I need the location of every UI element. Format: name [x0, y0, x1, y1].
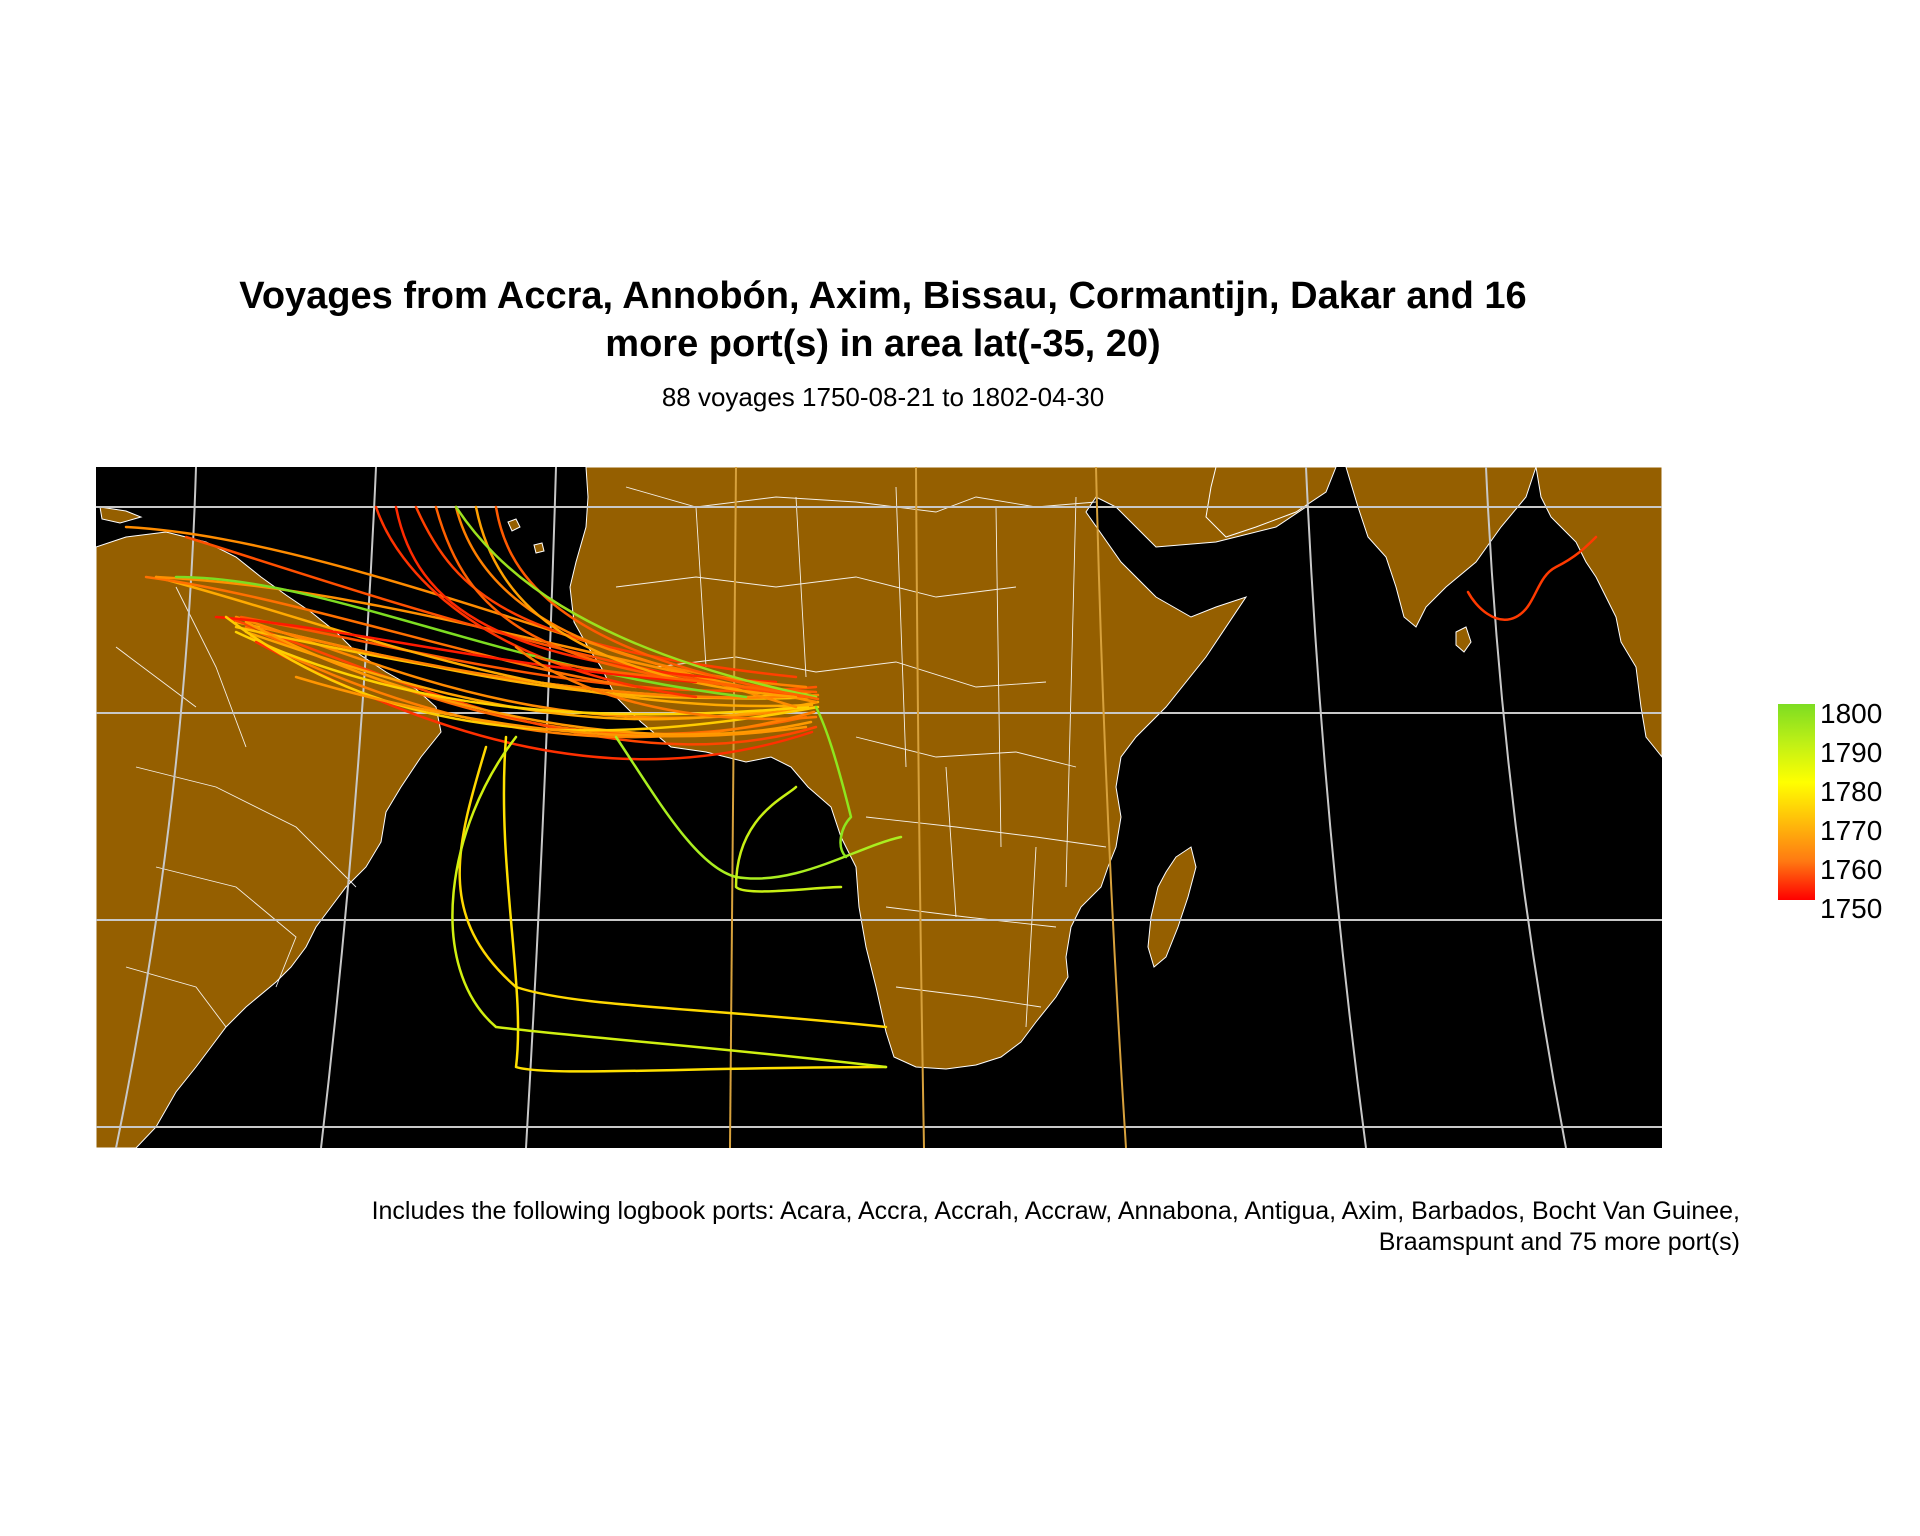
voyage-track: [514, 645, 818, 721]
landmass-cape-verde-island: [533, 542, 545, 554]
graticule: [96, 467, 1662, 1148]
meridian-line: [320, 467, 377, 1148]
voyage-track: [374, 505, 698, 699]
map-subtitle: 88 voyages 1750-08-21 to 1802-04-30: [661, 382, 1105, 412]
meridian-line: [1095, 467, 1127, 1148]
voyage-track: [154, 575, 814, 708]
border-line: [125, 966, 227, 1028]
voyage-track: [502, 735, 888, 1073]
meridian-line: [1305, 467, 1367, 1148]
year-legend: 1800 1790 1780 1770 1760 1750: [1776, 700, 1916, 930]
voyage-track: [214, 615, 698, 684]
legend-tick: 1750: [1820, 893, 1883, 924]
border-line: [885, 906, 1057, 928]
voyage-track: [234, 630, 810, 716]
voyage-track: [814, 705, 853, 859]
voyage-track: [239, 615, 818, 693]
voyage-track: [144, 575, 638, 689]
border-line: [855, 736, 1077, 768]
ports-caption-line-1: Includes the following logbook ports: Ac…: [371, 1197, 1740, 1225]
landmass-caribbean-island: [99, 506, 143, 524]
legend-tick: 1760: [1820, 854, 1883, 885]
voyage-track: [294, 675, 808, 738]
voyage-track: [394, 505, 778, 684]
voyage-track: [244, 620, 813, 736]
meridian-line: [525, 467, 557, 1148]
map-title-line-1: Voyages from Accra, Annobón, Axim, Bissa…: [239, 275, 1527, 317]
border-line: [945, 766, 1037, 1028]
voyage-track: [534, 655, 820, 701]
voyage-track: [224, 615, 820, 732]
map-title: Voyages from Accra, Annobón, Axim, Bissa…: [0, 272, 1766, 368]
ports-caption-line-2: Braamspunt and 75 more port(s): [1378, 1228, 1740, 1256]
land: [96, 467, 1662, 1148]
border-line: [155, 866, 297, 988]
voyage-map: [96, 467, 1662, 1148]
meridian-line: [1485, 467, 1567, 1148]
meridian-line: [115, 467, 197, 1148]
border-line: [655, 656, 1047, 688]
voyage-track: [451, 735, 888, 1069]
voyage-tracks: [124, 505, 1598, 1073]
voyage-track: [1466, 535, 1598, 621]
year-colorbar: [1778, 704, 1815, 900]
landmass-madagascar: [1147, 846, 1197, 968]
voyage-track: [734, 785, 843, 893]
border-line: [615, 576, 1017, 598]
meridian-line: [915, 467, 925, 1148]
map-title-line-2: more port(s) in area lat(-35, 20): [605, 323, 1161, 365]
border-line: [865, 816, 1107, 848]
voyage-track: [174, 575, 748, 699]
legend-tick: 1770: [1820, 815, 1883, 846]
landmass-south-america: [96, 531, 442, 1148]
voyage-track: [494, 505, 788, 694]
landmass-southeast-asia: [1535, 467, 1662, 758]
legend-tick: 1780: [1820, 776, 1883, 807]
border-line: [135, 766, 357, 888]
landmass-arabia: [1205, 467, 1337, 538]
border-line: [695, 486, 1077, 888]
border-line: [895, 986, 1042, 1008]
landmass-canary-island: [507, 518, 521, 532]
voyage-track: [124, 525, 798, 709]
landmass-sri-lanka: [1455, 626, 1472, 653]
legend-tick: 1800: [1820, 698, 1883, 729]
voyage-track: [224, 615, 818, 746]
ports-caption: Includes the following logbook ports: Ac…: [372, 1196, 1740, 1258]
legend-tick: 1790: [1820, 737, 1883, 768]
voyage-track: [454, 505, 818, 699]
